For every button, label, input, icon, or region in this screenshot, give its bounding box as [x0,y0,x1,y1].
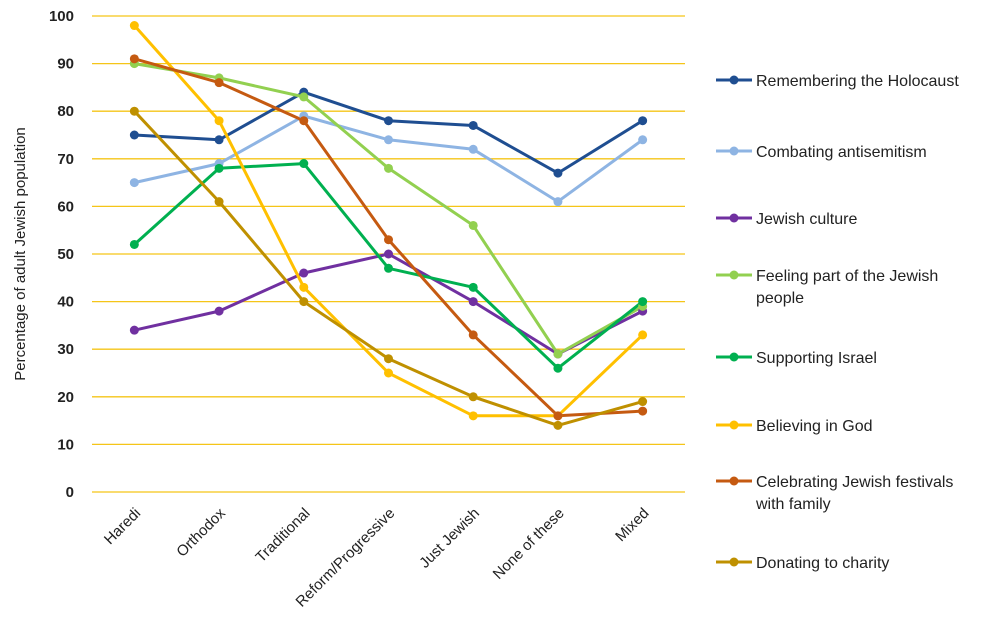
data-point [214,163,224,173]
data-point [129,178,139,188]
legend-swatch-marker [729,213,739,223]
data-point [299,116,309,126]
legend-label-line: Remembering the Holocaust [756,73,959,90]
data-point [468,411,478,421]
data-point [214,135,224,145]
data-point [384,249,393,259]
legend-label-line: Combating antisemitism [756,144,927,161]
legend-label-line: people [756,290,804,307]
legend-label: Supporting Israel [756,350,877,367]
y-tick-label: 100 [49,8,74,25]
data-point [468,392,478,402]
data-point [638,135,648,145]
legend-label: Jewish culture [756,211,857,228]
y-tick-label: 40 [57,294,74,311]
legend-label: Believing in God [756,418,873,435]
data-point [129,130,139,140]
data-point [553,411,563,421]
y-tick-label: 70 [57,151,74,168]
series-line [134,90,644,175]
data-point [384,263,393,273]
legend-label-line: Supporting Israel [756,350,877,367]
legend-label-line: Feeling part of the Jewish [756,268,938,285]
data-point [214,197,224,207]
x-tick-label: Haredi [101,505,144,548]
data-points [129,21,648,430]
legend-label-line: Donating to charity [756,555,889,572]
x-tick-label: Just Jewish [416,505,483,572]
legend-label-line: with family [755,496,831,513]
legend-label-line: Believing in God [756,418,873,435]
legend: Remembering the Holocaust Combating antis… [716,73,959,572]
data-point [638,330,648,340]
legend-label-line: Celebrating Jewish festivals [756,474,953,491]
legend-swatch-marker [729,146,739,156]
data-point [299,268,309,278]
data-point [638,397,648,407]
y-tick-label: 80 [57,103,74,120]
data-point [384,135,393,145]
data-point [129,239,139,249]
legend-label: Donating to charity [756,555,889,572]
x-tick-label: Orthodox [173,504,229,560]
series-line [134,62,644,356]
series-lines [133,24,644,427]
y-tick-label: 90 [57,56,74,73]
data-point [468,144,478,154]
legend-swatch-marker [729,75,739,85]
data-point [384,368,393,378]
data-point [299,297,309,307]
y-axis-label: Percentage of adult Jewish population [12,127,29,381]
x-tick-label: Traditional [252,505,313,566]
y-tick-label: 30 [57,341,74,358]
legend-label: Combating antisemitism [756,144,927,161]
data-point [553,197,563,207]
data-point [214,306,224,316]
data-point [638,406,648,416]
x-tick-label: None of these [490,505,568,583]
data-point [129,325,139,335]
data-point [384,354,393,364]
legend-label: Celebrating Jewish festivals with family [755,474,953,513]
y-tick-labels: 0 10 20 30 40 50 60 70 80 90 100 [49,8,74,501]
data-point [468,120,478,130]
legend-label-line: Jewish culture [756,211,857,228]
x-tick-label: Mixed [612,505,652,545]
data-point [214,78,224,88]
data-point [468,220,478,230]
data-point [214,116,224,126]
legend-swatch-marker [729,270,739,280]
legend-swatch-marker [729,352,739,362]
legend-swatch-marker [729,476,739,486]
data-point [299,92,309,102]
data-point [553,420,563,430]
data-point [384,163,393,173]
data-point [129,21,139,31]
y-tick-label: 60 [57,198,74,215]
legend-swatch-marker [729,420,739,430]
data-point [129,106,139,116]
data-point [129,54,139,64]
data-point [468,282,478,292]
data-point [468,297,478,307]
data-point [384,235,393,245]
data-point [553,168,563,178]
y-tick-label: 0 [66,484,74,501]
legend-label: Remembering the Holocaust [756,73,959,90]
data-point [299,282,309,292]
y-tick-label: 20 [57,389,74,406]
data-point [553,349,563,359]
data-point [638,297,648,307]
x-tick-labels: Haredi Orthodox TraditionalReform/Progress… [101,504,653,610]
y-tick-label: 10 [57,436,74,453]
data-point [553,363,563,373]
legend-label: Feeling part of the Jewish people [756,268,938,307]
data-point [299,159,309,169]
legend-swatch-marker [729,557,739,567]
data-point [638,116,648,126]
data-point [384,116,393,126]
y-tick-label: 50 [57,246,74,263]
data-point [468,330,478,340]
